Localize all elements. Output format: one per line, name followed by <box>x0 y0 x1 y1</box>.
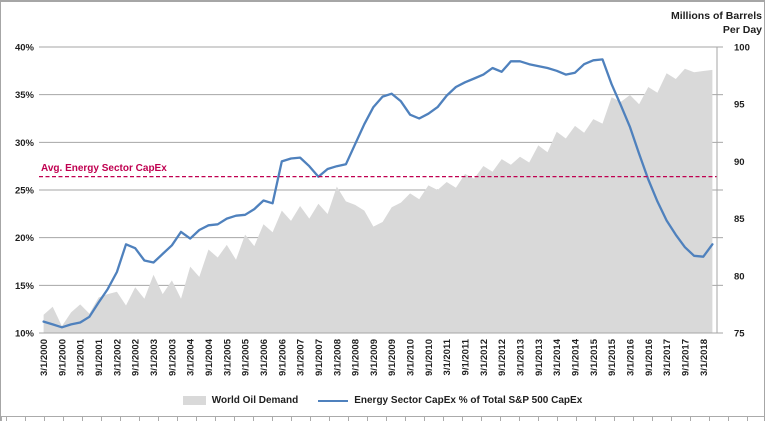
x-axis-tick-label: 3/1/2006 <box>259 339 270 376</box>
x-axis-tick-label: 9/1/2012 <box>497 339 508 376</box>
x-axis-tick-label: 9/1/2011 <box>461 338 472 375</box>
line-swatch-icon <box>318 399 349 402</box>
legend-label-energy-capex: Energy Sector CapEx % of Total S&P 500 C… <box>354 395 583 406</box>
world-oil-demand-area-shape <box>43 68 713 333</box>
right-axis-tick-label: 75 <box>734 329 745 340</box>
world-oil-demand-area <box>43 68 713 333</box>
x-axis-tick-label: 3/1/2015 <box>589 338 600 376</box>
x-axis-tick-label: 3/1/2017 <box>662 339 673 376</box>
left-axis-tick-label: 20% <box>15 233 35 244</box>
x-axis-tick-label: 3/1/2002 <box>112 339 123 376</box>
x-axis-tick-label: 3/1/2011 <box>442 338 453 375</box>
energy-capex-line-path <box>42 58 714 329</box>
x-axis-tick-label: 9/1/2016 <box>644 339 655 376</box>
legend-item-world-oil-demand: World Oil Demand <box>182 395 299 406</box>
legend-label-world-oil-demand: World Oil Demand <box>211 395 299 406</box>
x-axis-tick-labels: 3/1/2000 9/1/2000 3/1/2001 9/1/2001 3/1/2002… <box>39 338 710 376</box>
right-axis-title-line1: Millions of Barrels <box>671 10 762 22</box>
right-axis-tick-label: 100 <box>734 43 750 54</box>
x-axis-tick-label: 9/1/2005 <box>241 338 252 376</box>
x-axis-tick-label: 9/1/2009 <box>387 339 398 376</box>
left-axis-tick-label: 30% <box>15 138 35 149</box>
x-axis-tick-label: 3/1/2008 <box>332 339 343 376</box>
x-axis-tick-label: 9/1/2003 <box>167 339 178 376</box>
right-axis-tick-label: 85 <box>734 214 745 225</box>
x-axis-tick-label: 9/1/2007 <box>314 339 325 376</box>
left-axis-tick-label: 10% <box>15 329 35 340</box>
left-axis-tick-labels: 40% 35% 30% 25% 20% 15% 10% <box>15 43 35 340</box>
x-axis-tick-label: 9/1/2000 <box>57 339 68 376</box>
left-axis-tick-label: 40% <box>15 43 35 54</box>
x-axis-tick-label: 3/1/2000 <box>39 339 50 376</box>
x-axis-tick-label: 3/1/2010 <box>406 339 417 376</box>
left-axis-tick-label: 25% <box>15 186 35 197</box>
x-axis-tick-label: 3/1/2003 <box>149 339 160 376</box>
x-axis-tick-label: 9/1/2014 <box>571 338 582 376</box>
right-axis-tick-label: 80 <box>734 271 745 282</box>
x-axis-tick-label: 3/1/2014 <box>552 338 563 376</box>
x-axis-tick-label: 3/1/2018 <box>699 339 710 376</box>
x-axis-tick-label: 3/1/2004 <box>186 338 197 376</box>
x-axis-tick-label: 9/1/2008 <box>351 339 362 376</box>
right-axis-tick-labels: 100 95 90 85 80 75 <box>734 43 750 340</box>
x-axis-tick-label: 9/1/2013 <box>534 339 545 376</box>
x-axis-tick-label: 3/1/2013 <box>516 339 527 376</box>
axes <box>39 46 723 334</box>
x-axis-tick-label: 3/1/2009 <box>369 339 380 376</box>
x-axis-tick-label: 9/1/2010 <box>424 339 435 376</box>
x-axis-tick-label: 9/1/2006 <box>277 339 288 376</box>
x-axis-tick-label: 9/1/2015 <box>607 338 618 376</box>
x-axis-tick-label: 3/1/2012 <box>479 339 490 376</box>
energy-capex-line <box>42 58 714 329</box>
right-axis-tick-label: 95 <box>734 100 745 111</box>
left-axis-tick-label: 15% <box>15 281 35 292</box>
x-axis-tick-label: 9/1/2002 <box>131 339 142 376</box>
x-axis-tick-label: 3/1/2005 <box>222 338 233 376</box>
x-axis-tick-label: 9/1/2004 <box>204 338 215 376</box>
bottom-tick-strip <box>1 416 764 421</box>
x-axis-tick-label: 3/1/2016 <box>626 339 637 376</box>
area-swatch-icon <box>182 396 206 405</box>
left-axis-tick-label: 35% <box>15 90 35 101</box>
x-axis-tick-label: 9/1/2001 <box>94 338 105 376</box>
x-axis-tick-label: 3/1/2001 <box>76 338 87 376</box>
x-axis-tick-label: 9/1/2017 <box>680 339 691 376</box>
legend-item-energy-capex: Energy Sector CapEx % of Total S&P 500 C… <box>318 395 582 406</box>
right-axis-tick-label: 90 <box>734 157 745 168</box>
right-axis-title-line2: Per Day <box>723 24 762 36</box>
x-axis-tick-label: 3/1/2007 <box>296 339 307 376</box>
chart-legend: World Oil Demand Energy Sector CapEx % o… <box>1 395 764 406</box>
avg-capex-label: Avg. Energy Sector CapEx <box>41 163 167 174</box>
